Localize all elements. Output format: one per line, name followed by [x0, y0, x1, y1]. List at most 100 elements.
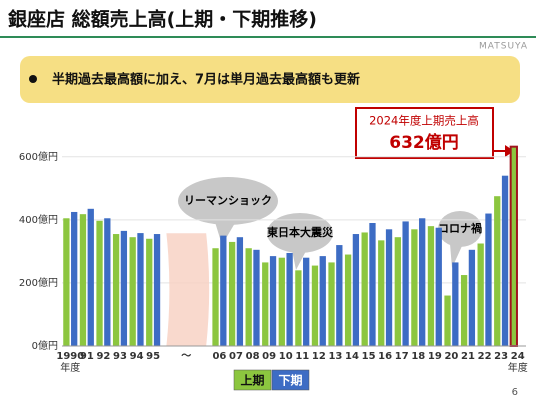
- bar: [137, 233, 144, 346]
- bar: [328, 262, 335, 346]
- bar: [245, 248, 252, 346]
- logo: MATSUYA: [479, 42, 528, 52]
- y-tick-label: 600億円: [19, 150, 58, 163]
- bullet-dot: [29, 75, 37, 83]
- bubble: [267, 213, 333, 253]
- legend-label: 上期: [240, 373, 264, 388]
- bar: [220, 235, 227, 346]
- callout-title: 2024年度上期売上高: [369, 114, 479, 128]
- bar: [295, 270, 302, 346]
- bar: [336, 245, 343, 346]
- bubble-tail: [450, 244, 462, 268]
- x-tick-label: 07: [229, 351, 243, 362]
- x-tick-label: 14: [345, 351, 359, 362]
- bubble: [178, 177, 278, 225]
- x-tick-label: 95: [146, 351, 160, 362]
- axis-break: [166, 233, 210, 346]
- bar: [87, 208, 94, 346]
- legend-label: 下期: [278, 373, 302, 388]
- callout-box: [355, 107, 494, 159]
- y-tick-label: 0億円: [32, 339, 58, 352]
- x-tick-label: 1990: [56, 351, 84, 362]
- x-tick-label: 94: [130, 351, 144, 362]
- bar: [153, 234, 161, 346]
- bar: [468, 249, 476, 346]
- y-tick-label: 200億円: [19, 276, 58, 289]
- page-number: 6: [512, 387, 518, 398]
- x-tick-label: 91: [80, 351, 94, 362]
- bubble-tail: [292, 250, 306, 270]
- bar: [63, 218, 70, 346]
- bar: [96, 220, 103, 346]
- bar: [262, 262, 269, 346]
- bar: [485, 213, 492, 346]
- x-tick-label: 17: [395, 351, 409, 362]
- bar: [352, 234, 360, 346]
- x-tick-label: 10: [279, 351, 293, 362]
- bar: [477, 243, 484, 346]
- bar: [378, 240, 385, 346]
- x-tick-label: 92: [96, 351, 110, 362]
- x-tick-label: 13: [328, 351, 342, 362]
- bar: [419, 218, 426, 346]
- x-tick-suffix: 年度: [508, 361, 528, 374]
- x-tick-label: 24: [511, 351, 525, 362]
- x-tick-label: 19: [428, 351, 442, 362]
- x-tick-label: 06: [212, 351, 226, 362]
- bar: [494, 196, 501, 346]
- x-tick-label: 16: [378, 351, 392, 362]
- bar: [402, 221, 409, 346]
- bar: [303, 257, 310, 346]
- x-tick-label: 11: [295, 351, 309, 362]
- x-tick-label: 23: [494, 351, 508, 362]
- callout-value: 632億円: [389, 132, 459, 153]
- highlight-box: [20, 56, 520, 103]
- bar: [129, 237, 136, 346]
- bar: [435, 227, 442, 346]
- bar: [385, 229, 393, 346]
- x-tick-label: 18: [411, 351, 425, 362]
- bar: [411, 229, 418, 346]
- x-tick-label: 21: [461, 351, 475, 362]
- bar: [444, 295, 451, 346]
- bar: [146, 238, 153, 346]
- bar: [452, 262, 459, 346]
- bar: [269, 256, 277, 346]
- bar: [212, 248, 219, 346]
- x-tick-label: 20: [444, 351, 458, 362]
- bar: [509, 145, 518, 347]
- bar: [369, 223, 376, 346]
- annotation: リーマンショック: [184, 194, 272, 207]
- annotation: 東日本大震災: [267, 225, 334, 239]
- x-tick-label: 12: [312, 351, 326, 362]
- bar: [427, 226, 435, 346]
- x-tick-label: 15: [362, 351, 376, 362]
- x-tick-suffix: 年度: [60, 361, 80, 374]
- bar: [104, 218, 111, 346]
- bar: [120, 230, 128, 346]
- bar: [501, 175, 509, 346]
- bar: [228, 241, 236, 346]
- x-tick-label: 〜: [181, 351, 191, 362]
- legend-swatch: [233, 369, 272, 391]
- x-tick-label: 08: [246, 351, 260, 362]
- bar: [394, 237, 401, 346]
- bar: [236, 237, 244, 346]
- y-tick-label: 400億円: [19, 213, 58, 226]
- x-tick-label: 09: [262, 351, 276, 362]
- bar: [286, 252, 293, 346]
- bar: [112, 234, 120, 346]
- bar: [278, 257, 285, 346]
- bubbles: [178, 177, 482, 270]
- bar: [460, 275, 468, 346]
- x-tick-label: 93: [113, 351, 127, 362]
- annotation: コロナ禍: [438, 221, 482, 235]
- bar: [253, 249, 260, 346]
- legend-swatch: [271, 369, 310, 391]
- bar: [319, 256, 326, 346]
- bubble-tail: [215, 222, 235, 245]
- bar: [79, 214, 87, 346]
- callout-arrow: [493, 145, 514, 157]
- bar: [71, 211, 78, 346]
